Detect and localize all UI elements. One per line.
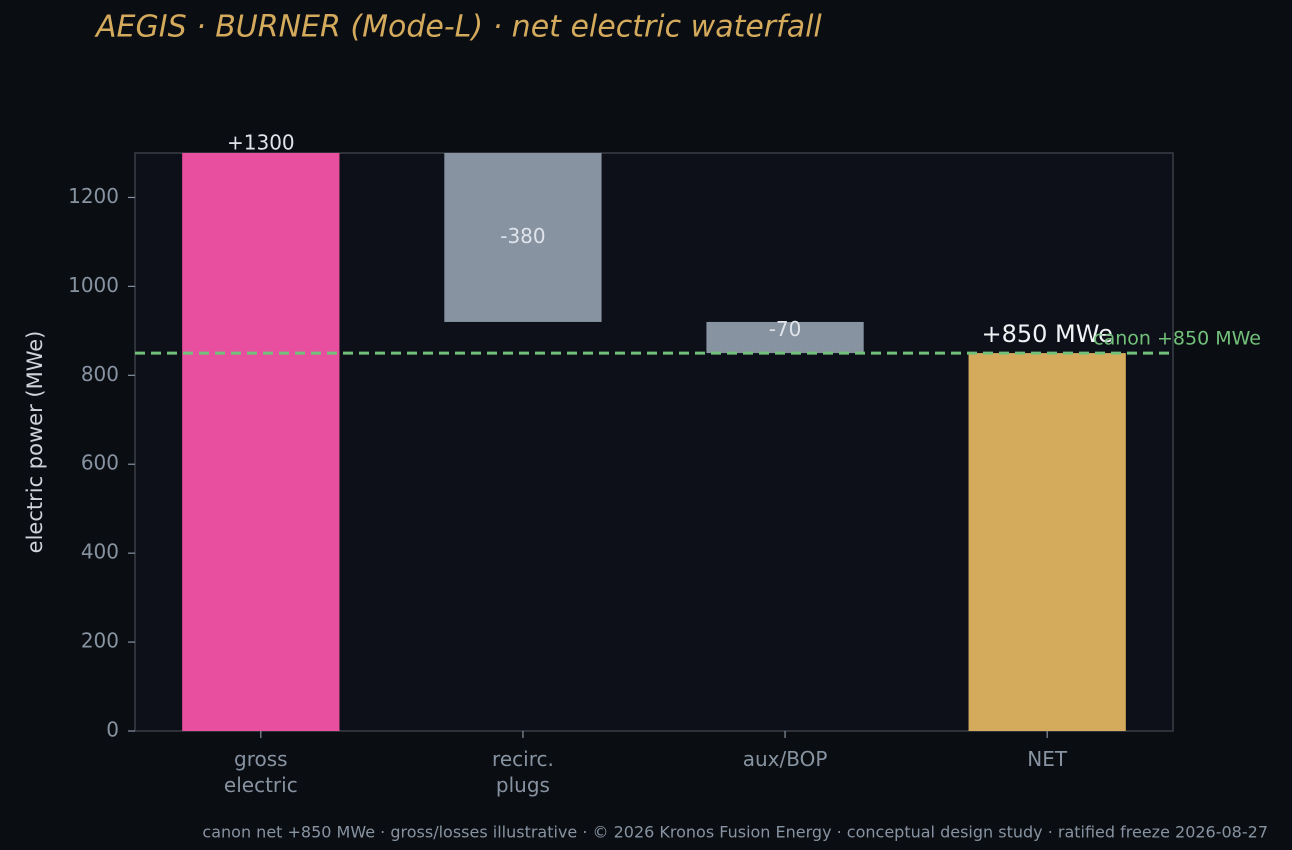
reference-label: canon +850 MWe [1093,328,1261,350]
bar [706,321,864,354]
x-tick-label: recirc. plugs [492,747,554,797]
y-tick-label: 1200 [68,184,119,208]
bar [444,153,602,322]
y-tick-label: 200 [81,629,119,653]
y-tick-label: 0 [106,718,119,742]
chart-title: AEGIS · BURNER (Mode-L) · net electric w… [94,10,822,45]
value-label: -380 [500,224,545,248]
value-label: -70 [769,317,802,341]
y-axis-label: electric power (MWe) [23,331,47,554]
y-tick-label: 400 [81,540,119,564]
x-tick-label: aux/BOP [742,747,828,771]
y-tick-label: 800 [81,362,119,386]
x-tick-label: NET [1027,747,1068,771]
value-label: +850 MWe [982,320,1113,348]
y-tick-label: 600 [81,451,119,475]
value-label: +1300 [227,131,295,155]
bar [968,353,1126,731]
x-tick-label: gross electric [223,747,298,797]
footer: canon net +850 MWe · gross/losses illust… [202,823,1268,842]
bar [182,153,340,731]
y-tick-label: 1000 [68,273,119,297]
